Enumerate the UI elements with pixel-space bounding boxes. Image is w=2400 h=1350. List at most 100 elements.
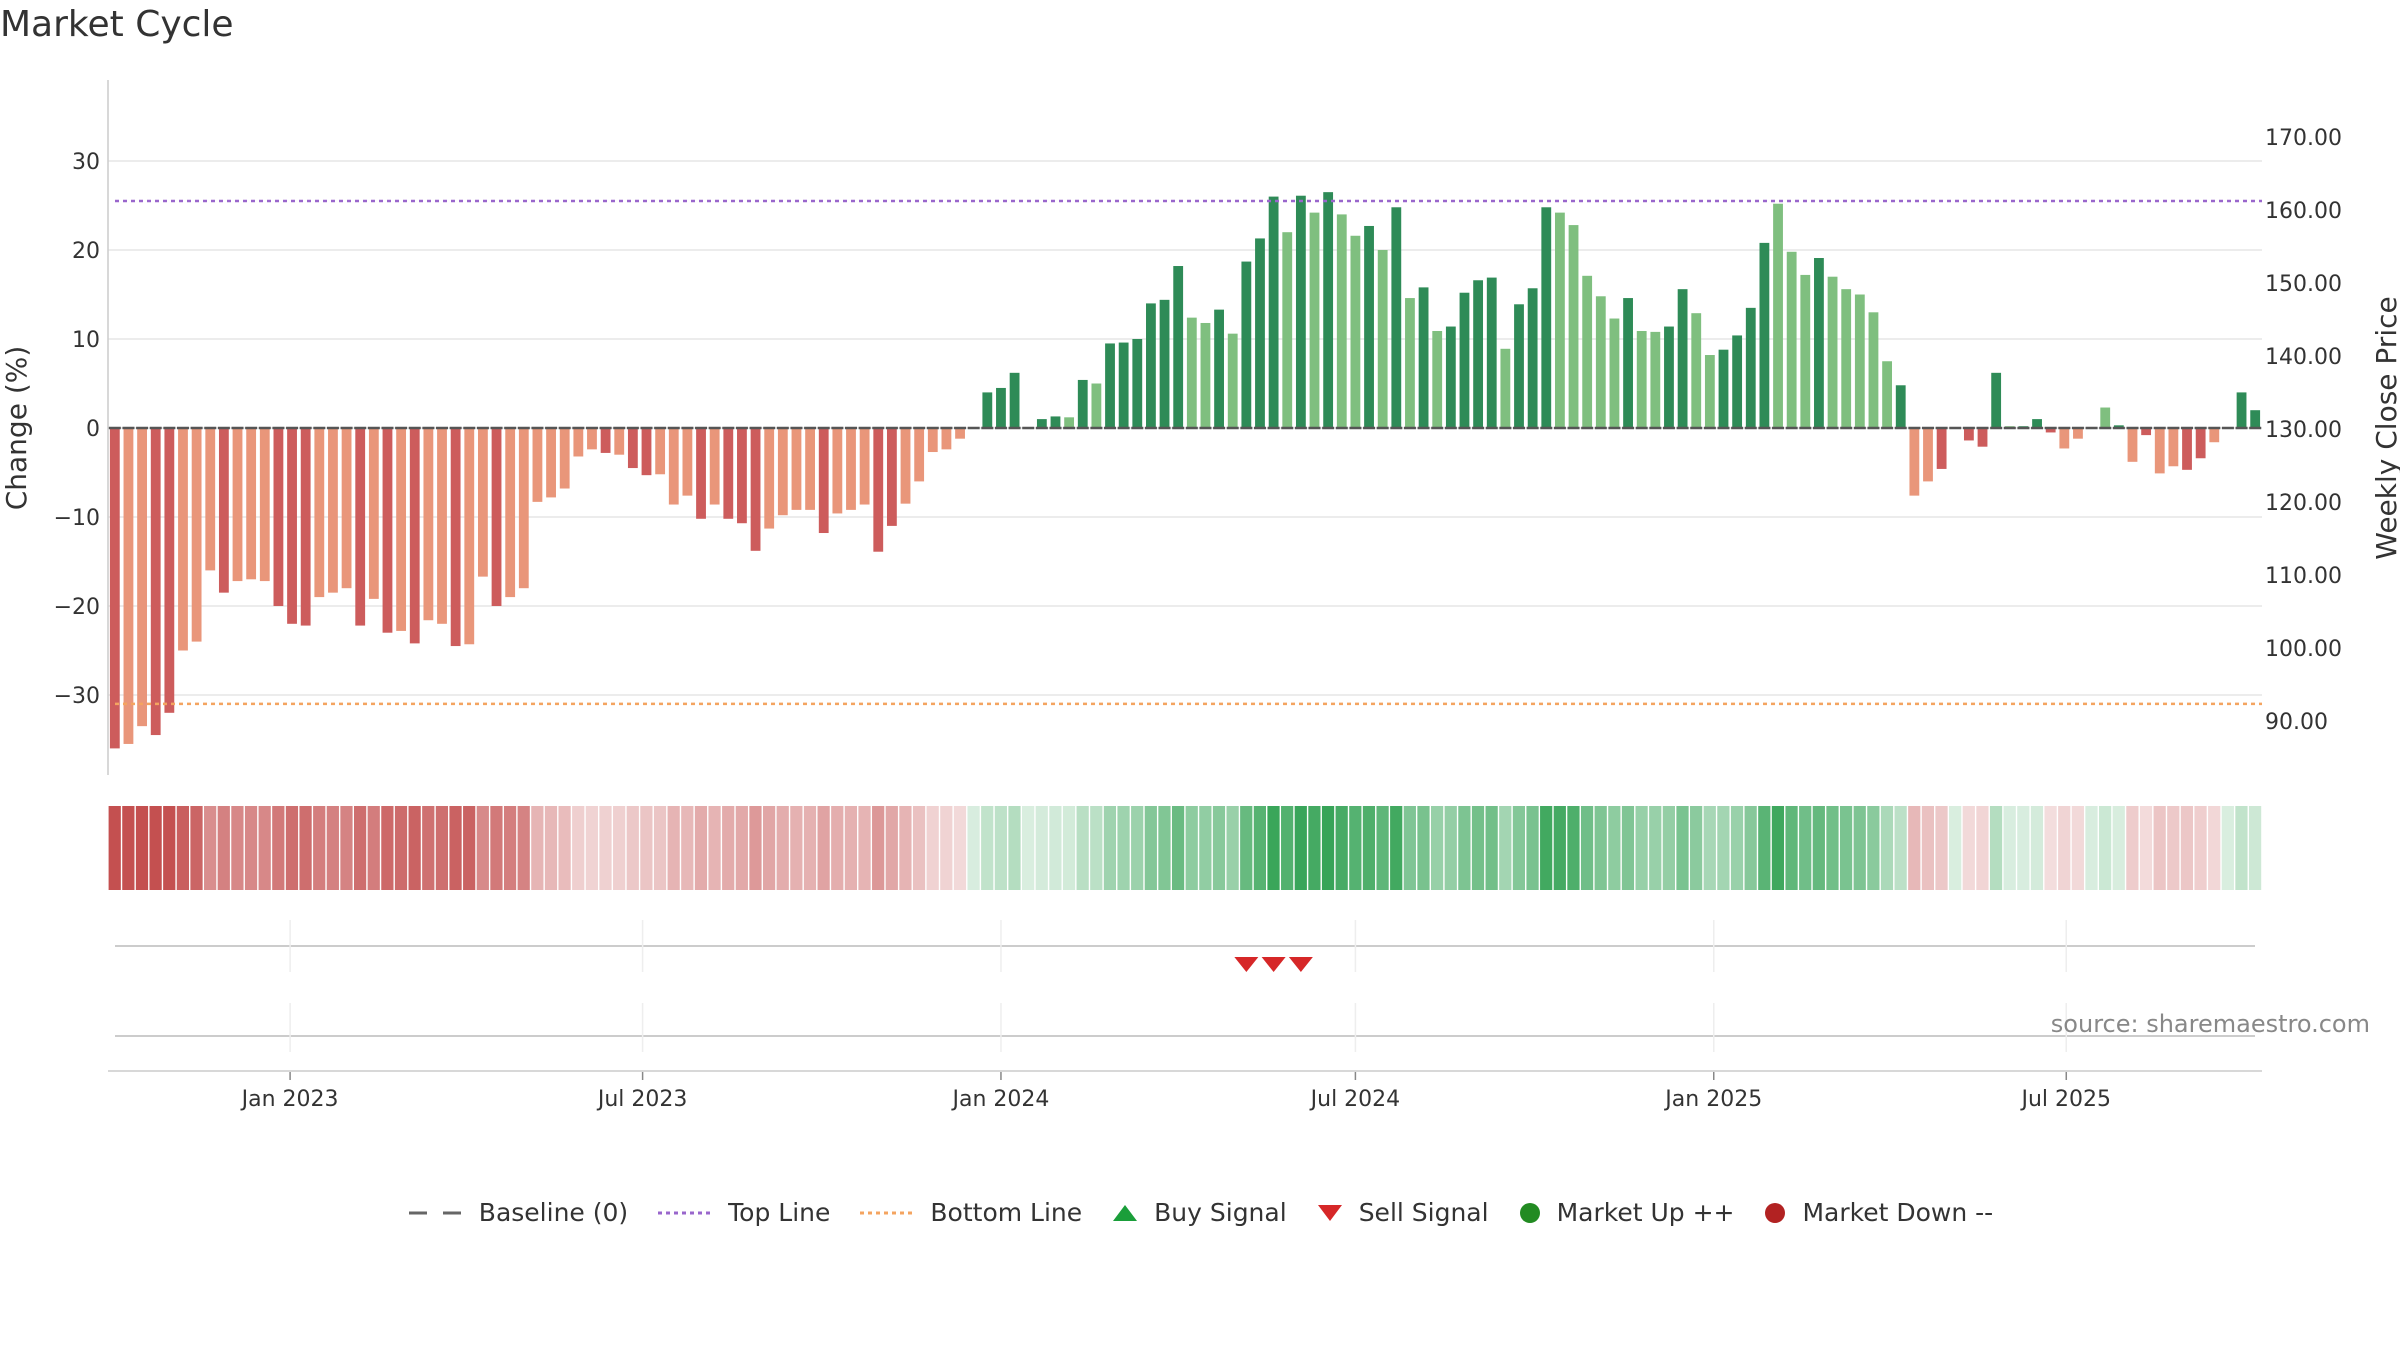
legend-item: Sell Signal [1315, 1198, 1489, 1227]
heatmap-cell [244, 806, 258, 890]
bar [1500, 348, 1511, 428]
bar [2141, 428, 2152, 436]
bar [1132, 339, 1143, 428]
heatmap-cell [2071, 806, 2084, 890]
bar [1868, 312, 1879, 428]
bar [1105, 343, 1115, 428]
bar [832, 428, 843, 514]
bar [1923, 428, 1933, 482]
heatmap-cell [1540, 806, 1553, 890]
bars-series [108, 192, 2262, 749]
bar [2154, 428, 2165, 474]
heatmap-cell [776, 806, 789, 890]
heatmap-cell [340, 806, 353, 890]
heatmap-cell [544, 806, 558, 890]
bar [1609, 318, 1620, 428]
bar [1677, 289, 1688, 428]
bar [1186, 317, 1197, 428]
bar [1445, 326, 1456, 428]
bar [1936, 428, 1947, 469]
bar [600, 428, 611, 453]
heatmap-cell [422, 806, 435, 890]
heatmap-cell [408, 806, 421, 890]
heatmap-cell [1744, 806, 1757, 890]
reference-lines [115, 199, 2262, 706]
bar [614, 428, 625, 455]
bar [1664, 326, 1674, 428]
bar [1773, 203, 1783, 428]
heatmap-cell [1676, 806, 1689, 890]
bar [996, 387, 1006, 428]
heatmap-cell [217, 806, 230, 890]
bar [491, 428, 502, 606]
bar [2113, 425, 2124, 428]
y-axis-label-right: Weekly Close Price [2370, 296, 2400, 559]
heatmap-cell [2085, 806, 2098, 890]
sell-signal-marker [1234, 957, 1259, 972]
heatmap-cell [613, 806, 626, 890]
heatmap-cell [1949, 806, 1962, 890]
x-tick-label: Jul 2025 [2020, 1087, 2112, 1112]
heatmap-cell [994, 806, 1007, 890]
bar [1159, 299, 1170, 428]
bar [546, 428, 556, 498]
page-title: Market Cycle [0, 4, 234, 45]
bar [1405, 298, 1415, 428]
bar [1432, 330, 1443, 428]
y-axis-label: Change (%) [0, 346, 33, 511]
heatmap-cell [1185, 806, 1198, 890]
bar [1718, 349, 1729, 428]
bar [1854, 294, 1865, 428]
heatmap-cell [1158, 806, 1171, 890]
heatmap-cell [2139, 806, 2153, 890]
heatmap-cell [176, 806, 189, 890]
bar [259, 428, 270, 582]
triangle-down-icon [1315, 1202, 1359, 1224]
bar [1568, 225, 1579, 428]
x-tick-label: Jan 2025 [1663, 1087, 1762, 1112]
heatmap-cell [1553, 806, 1566, 890]
bar [382, 428, 393, 633]
heatmap-cell [1076, 806, 1089, 890]
signal-panel [115, 945, 2255, 972]
heatmap-cell [1921, 806, 1935, 890]
heatmap-cell [599, 806, 612, 890]
heatmap-cell [1212, 806, 1226, 890]
heatmap-cell [258, 806, 271, 890]
bar [150, 428, 161, 736]
legend-label: Market Down -- [1802, 1198, 1994, 1227]
heatmap-cell [1144, 806, 1157, 890]
heatmap-cell [1894, 806, 1907, 890]
bar [1486, 277, 1497, 428]
bar [1554, 212, 1565, 428]
bar [1377, 250, 1388, 428]
bar [505, 428, 516, 598]
heatmap-cell [1526, 806, 1539, 890]
heatmap-cell [790, 806, 803, 890]
bar [2032, 419, 2042, 428]
bar [1009, 372, 1020, 428]
legend-label: Market Up ++ [1556, 1198, 1735, 1227]
heatmap-cell [912, 806, 926, 890]
right-tick-label: 150.00 [2265, 272, 2342, 297]
heatmap-cell [272, 806, 285, 890]
bar [2236, 392, 2247, 428]
y-tick-label: 10 [72, 328, 100, 353]
bar [1991, 372, 2002, 428]
heatmap-cell [299, 806, 312, 890]
top-line-dots [656, 1203, 728, 1223]
legend-label: Baseline (0) [478, 1198, 629, 1227]
bar [532, 428, 543, 502]
heatmap-cell [653, 806, 667, 890]
legend: Baseline (0) Top Line Bottom Line Buy Signa… [0, 1198, 2400, 1227]
heatmap-cell [394, 806, 408, 890]
bar [1241, 261, 1252, 428]
bar [873, 428, 884, 552]
bar [1036, 419, 1047, 428]
bar [573, 428, 584, 457]
left-axis: −30 −20 −10 0 10 20 30 [54, 80, 109, 775]
bar [723, 428, 734, 519]
heatmap-cell [844, 806, 858, 890]
heatmap-cell [1308, 806, 1321, 890]
bar [900, 428, 911, 504]
